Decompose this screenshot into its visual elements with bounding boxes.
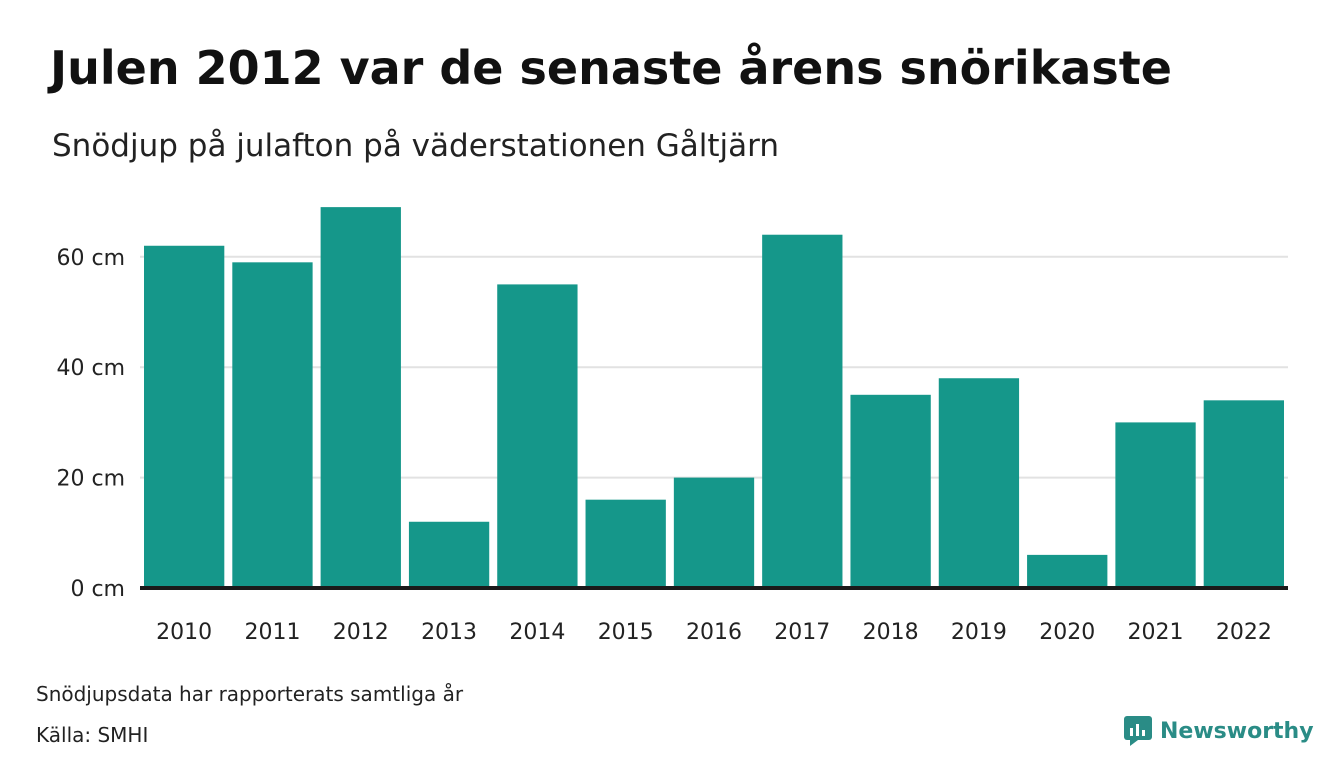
brand-logo[interactable]: Newsworthy (1124, 716, 1314, 746)
source-label: Källa: SMHI (36, 723, 149, 747)
chart-subtitle: Snödjup på julafton på väderstationen Gå… (52, 128, 780, 164)
x-tick-label: 2022 (1216, 620, 1272, 645)
footnote: Snödjupsdata har rapporterats samtliga å… (36, 682, 464, 706)
chart-title: Julen 2012 var de senaste årens snörikas… (50, 41, 1172, 95)
bar-2014 (497, 284, 578, 588)
bar-2019 (938, 378, 1020, 588)
bar-chart: 0 cm 20 cm 40 cm 60 cm 2010 2011 2012 2013 2014 2… (56, 207, 1288, 645)
bar-2021 (1115, 422, 1196, 588)
x-tick-label: 2017 (774, 620, 830, 645)
y-tick-label: 60 cm (56, 246, 125, 271)
x-tick-label: 2016 (686, 620, 742, 645)
x-tick-label: 2019 (951, 620, 1007, 645)
x-tick-label: 2014 (509, 620, 565, 645)
brand-name: Newsworthy (1160, 718, 1314, 744)
x-tick-label: 2015 (598, 620, 654, 645)
newsworthy-logo-icon (1124, 716, 1152, 746)
bars (144, 207, 1284, 588)
axes: 0 cm 20 cm 40 cm 60 cm 2010 2011 2012 2013 2014 2… (56, 246, 1288, 645)
bar-2013 (408, 521, 490, 588)
x-tick-label: 2013 (421, 620, 477, 645)
y-tick-label: 20 cm (56, 467, 125, 492)
y-tick-label: 0 cm (70, 577, 125, 602)
bar-2015 (585, 499, 666, 588)
y-tick-label: 40 cm (56, 356, 125, 381)
bar-2011 (232, 262, 313, 588)
x-tick-label: 2018 (863, 620, 919, 645)
bar-2010 (144, 245, 225, 588)
x-tick-label: 2011 (244, 620, 300, 645)
x-tick-label: 2021 (1128, 620, 1184, 645)
x-tick-label: 2020 (1039, 620, 1095, 645)
bar-2016 (673, 477, 755, 588)
bar-2020 (1027, 554, 1108, 588)
bar-2022 (1203, 400, 1284, 588)
x-tick-label: 2012 (333, 620, 389, 645)
bar-2012 (320, 207, 401, 588)
bar-2017 (762, 234, 843, 588)
x-tick-label: 2010 (156, 620, 212, 645)
bar-2018 (850, 394, 931, 588)
